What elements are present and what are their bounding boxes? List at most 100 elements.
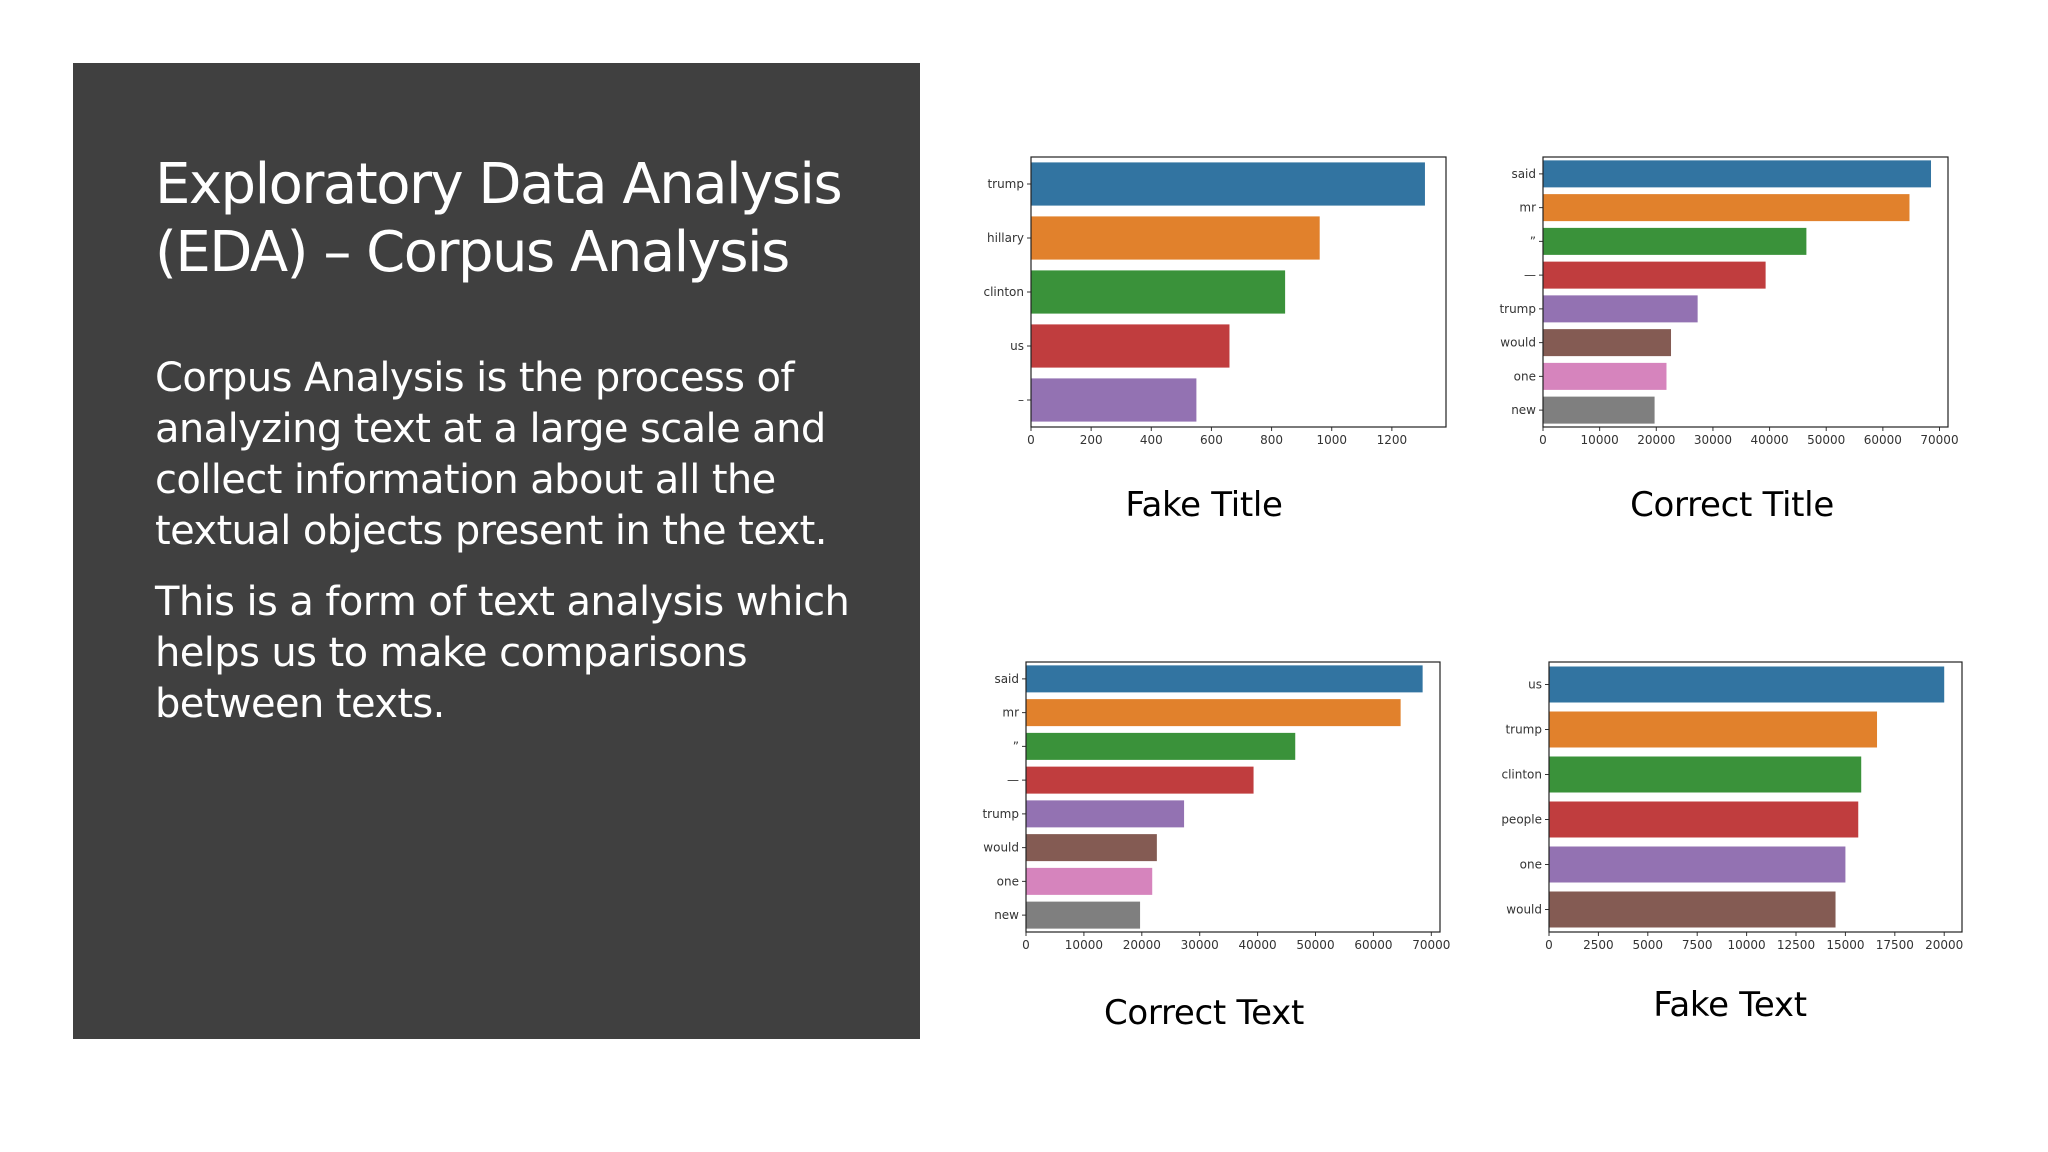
bar-1 — [1543, 194, 1910, 222]
x-tick-label: 12500 — [1777, 938, 1815, 952]
x-tick-label: 70000 — [1920, 433, 1958, 447]
bar-5 — [1549, 891, 1836, 928]
y-tick-label: trump — [987, 177, 1024, 191]
y-tick-label: clinton — [1501, 768, 1542, 782]
y-tick-label: people — [1501, 813, 1542, 827]
y-tick-label: trump — [982, 807, 1019, 821]
bar-2 — [1026, 732, 1296, 760]
y-tick-label: — — [1007, 773, 1019, 787]
bar-4 — [1543, 295, 1698, 323]
y-tick-label: new — [994, 908, 1019, 922]
slide-title-line2: (EDA) – Corpus Analysis — [155, 220, 790, 285]
x-tick-label: 0 — [1027, 433, 1035, 447]
bar-0 — [1031, 162, 1425, 206]
bar-3 — [1543, 261, 1766, 289]
bar-4 — [1026, 800, 1185, 828]
y-tick-label: clinton — [983, 285, 1024, 299]
x-tick-label: 10000 — [1581, 433, 1619, 447]
x-tick-label: 5000 — [1633, 938, 1664, 952]
bar-2 — [1549, 756, 1862, 793]
x-tick-label: 60000 — [1354, 938, 1392, 952]
bar-3 — [1549, 801, 1859, 838]
x-tick-label: 400 — [1140, 433, 1163, 447]
x-tick-label: 40000 — [1750, 433, 1788, 447]
y-tick-label: – — [1018, 393, 1024, 407]
x-tick-label: 30000 — [1694, 433, 1732, 447]
caption-correct-text: Correct Text — [1103, 993, 1305, 1033]
x-tick-label: 1200 — [1377, 433, 1408, 447]
y-tick-label: said — [994, 672, 1019, 686]
y-tick-label: mr — [1002, 706, 1019, 720]
bar-6 — [1543, 362, 1667, 390]
x-tick-label: 40000 — [1239, 938, 1277, 952]
plot-frame — [1025, 661, 1441, 933]
x-tick-label: 50000 — [1807, 433, 1845, 447]
bar-4 — [1549, 846, 1846, 883]
slide-title-line1: Exploratory Data Analysis — [155, 152, 843, 217]
x-tick-label: 0 — [1022, 938, 1030, 952]
y-tick-label: said — [1511, 167, 1536, 181]
y-tick-label: would — [1506, 903, 1542, 917]
y-tick-label: trump — [1499, 302, 1536, 316]
y-tick-label: trump — [1505, 723, 1542, 737]
x-tick-label: 1000 — [1316, 433, 1347, 447]
slide-title: Exploratory Data Analysis (EDA) – Corpus… — [155, 151, 915, 287]
chart-fake-title: trump hillary clinton us – 0 200 400 600 800 1000 1… — [983, 156, 1447, 447]
plot-frame — [1030, 156, 1447, 428]
y-tick-label: hillary — [987, 231, 1024, 245]
caption-fake-text: Fake Text — [1653, 985, 1807, 1025]
x-tick-label: 20000 — [1123, 938, 1161, 952]
chart-correct-text: said mr ” — trump would one new 0 10000 20000 30000… — [982, 661, 1450, 952]
bar-5 — [1026, 834, 1157, 862]
y-tick-label: one — [1514, 369, 1536, 383]
caption-fake-title: Fake Title — [1125, 485, 1283, 525]
x-tick-label: 10000 — [1728, 938, 1766, 952]
chart-correct-title: said mr ” — trump would one new 0 10000 20000 30000… — [1499, 156, 1959, 447]
plot-frame — [1542, 156, 1949, 428]
paragraph-corpus-definition: Corpus Analysis is the process of analyz… — [155, 355, 827, 554]
bar-1 — [1026, 699, 1401, 727]
text-panel: Exploratory Data Analysis (EDA) – Corpus… — [73, 63, 920, 1039]
bar-3 — [1031, 324, 1230, 368]
x-tick-label: 7500 — [1682, 938, 1713, 952]
y-tick-label: us — [1010, 339, 1024, 353]
bar-4 — [1031, 378, 1197, 422]
plot-frame — [1548, 661, 1963, 933]
x-tick-label: 2500 — [1583, 938, 1614, 952]
bar-1 — [1549, 711, 1878, 748]
x-tick-label: 30000 — [1181, 938, 1219, 952]
y-tick-label: would — [1500, 336, 1536, 350]
bar-0 — [1543, 160, 1932, 188]
y-tick-label: — — [1524, 268, 1536, 282]
x-tick-label: 70000 — [1412, 938, 1450, 952]
y-tick-label: us — [1528, 678, 1542, 692]
x-tick-label: 15000 — [1826, 938, 1864, 952]
y-tick-label: ” — [1530, 234, 1536, 248]
bar-1 — [1031, 216, 1320, 260]
x-tick-label: 0 — [1539, 433, 1547, 447]
chart-fake-text: us trump clinton people one would 0 2500 5000 750… — [1501, 661, 1963, 952]
y-tick-label: ” — [1013, 739, 1019, 753]
bar-6 — [1026, 867, 1153, 895]
bar-3 — [1026, 766, 1254, 794]
x-tick-label: 60000 — [1864, 433, 1902, 447]
bar-5 — [1543, 329, 1672, 357]
bar-7 — [1026, 901, 1141, 929]
y-tick-label: one — [997, 874, 1019, 888]
y-tick-label: new — [1511, 403, 1536, 417]
caption-correct-title: Correct Title — [1630, 485, 1834, 525]
y-tick-label: would — [983, 841, 1019, 855]
x-tick-label: 20000 — [1925, 938, 1963, 952]
bar-7 — [1543, 396, 1655, 424]
bar-2 — [1031, 270, 1286, 314]
x-tick-label: 17500 — [1876, 938, 1914, 952]
x-tick-label: 0 — [1545, 938, 1553, 952]
bar-0 — [1549, 666, 1945, 703]
x-tick-label: 800 — [1260, 433, 1283, 447]
bar-0 — [1026, 665, 1423, 693]
bar-2 — [1543, 227, 1807, 255]
x-tick-label: 20000 — [1637, 433, 1675, 447]
paragraph-comparison: This is a form of text analysis which he… — [155, 579, 850, 727]
x-tick-label: 50000 — [1296, 938, 1334, 952]
x-tick-label: 10000 — [1065, 938, 1103, 952]
